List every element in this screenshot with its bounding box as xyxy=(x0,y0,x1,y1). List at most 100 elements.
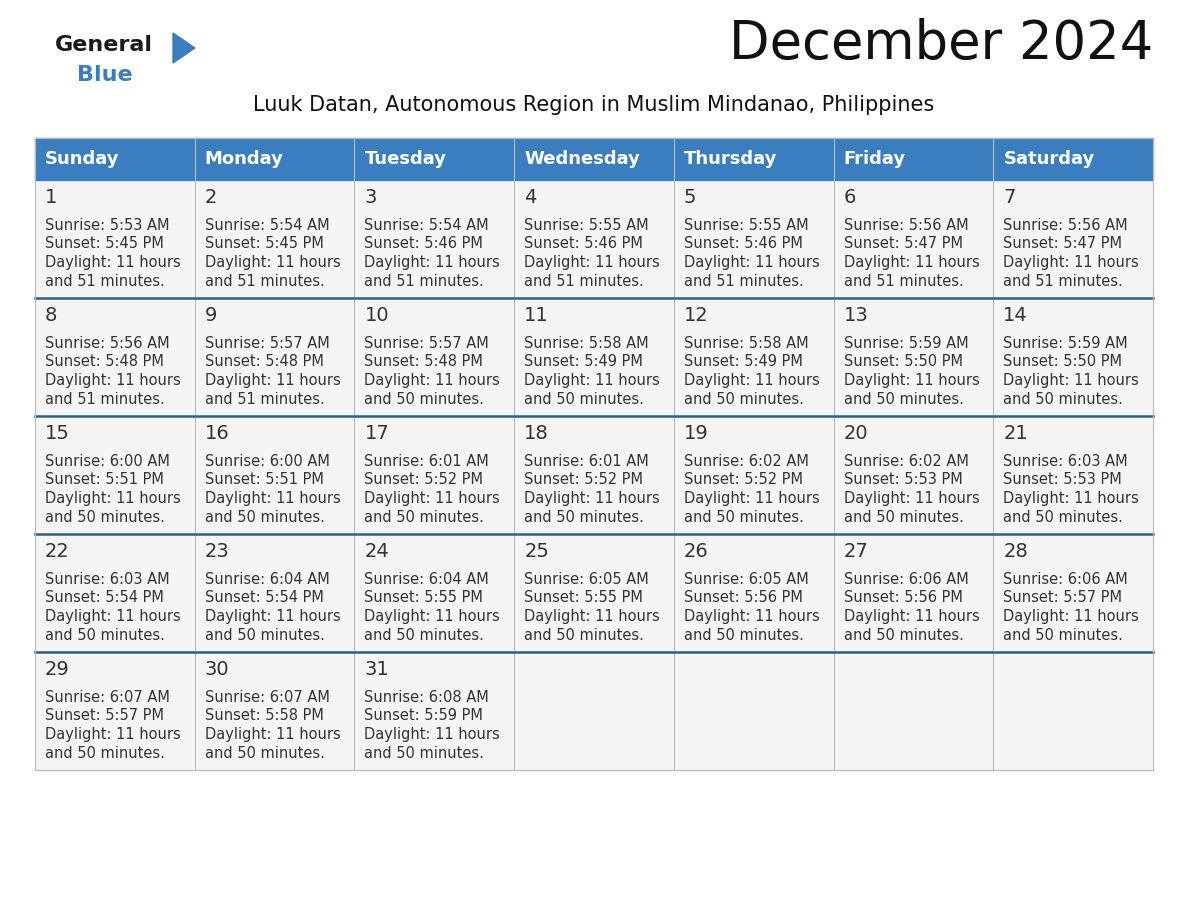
Text: and 50 minutes.: and 50 minutes. xyxy=(365,391,485,407)
Bar xyxy=(34,138,1154,770)
Text: Sunset: 5:55 PM: Sunset: 5:55 PM xyxy=(365,590,484,606)
Text: 1: 1 xyxy=(45,188,57,207)
Text: Sunrise: 5:57 AM: Sunrise: 5:57 AM xyxy=(365,336,489,351)
Text: Daylight: 11 hours: Daylight: 11 hours xyxy=(204,255,341,270)
Text: General: General xyxy=(55,35,153,55)
Text: and 50 minutes.: and 50 minutes. xyxy=(524,391,644,407)
Text: Monday: Monday xyxy=(204,150,284,168)
Text: Daylight: 11 hours: Daylight: 11 hours xyxy=(45,727,181,742)
Text: Daylight: 11 hours: Daylight: 11 hours xyxy=(524,491,659,506)
Text: 26: 26 xyxy=(684,542,708,561)
Text: and 50 minutes.: and 50 minutes. xyxy=(843,628,963,643)
Text: and 50 minutes.: and 50 minutes. xyxy=(204,509,324,524)
Text: and 51 minutes.: and 51 minutes. xyxy=(684,274,803,288)
Bar xyxy=(834,138,993,180)
Text: and 50 minutes.: and 50 minutes. xyxy=(365,509,485,524)
Text: Daylight: 11 hours: Daylight: 11 hours xyxy=(204,727,341,742)
Bar xyxy=(514,138,674,180)
Text: Daylight: 11 hours: Daylight: 11 hours xyxy=(843,609,979,624)
Bar xyxy=(514,652,674,770)
Text: Sunrise: 6:07 AM: Sunrise: 6:07 AM xyxy=(45,690,170,705)
Text: and 50 minutes.: and 50 minutes. xyxy=(684,509,804,524)
Bar xyxy=(34,534,195,652)
Text: 5: 5 xyxy=(684,188,696,207)
Text: 3: 3 xyxy=(365,188,377,207)
Text: and 50 minutes.: and 50 minutes. xyxy=(365,628,485,643)
Text: and 50 minutes.: and 50 minutes. xyxy=(843,391,963,407)
Text: 6: 6 xyxy=(843,188,855,207)
Text: Daylight: 11 hours: Daylight: 11 hours xyxy=(204,491,341,506)
Text: 18: 18 xyxy=(524,424,549,443)
Bar xyxy=(195,180,354,298)
Text: 11: 11 xyxy=(524,306,549,325)
Bar xyxy=(34,298,195,416)
Text: Daylight: 11 hours: Daylight: 11 hours xyxy=(684,491,820,506)
Text: Tuesday: Tuesday xyxy=(365,150,447,168)
Text: Thursday: Thursday xyxy=(684,150,777,168)
Text: 7: 7 xyxy=(1004,188,1016,207)
Text: and 50 minutes.: and 50 minutes. xyxy=(524,628,644,643)
Text: Blue: Blue xyxy=(77,65,133,85)
Bar xyxy=(674,416,834,534)
Bar xyxy=(195,298,354,416)
Text: Sunrise: 6:03 AM: Sunrise: 6:03 AM xyxy=(45,572,170,587)
Text: 28: 28 xyxy=(1004,542,1028,561)
Text: Daylight: 11 hours: Daylight: 11 hours xyxy=(1004,255,1139,270)
Bar xyxy=(354,180,514,298)
Text: 9: 9 xyxy=(204,306,217,325)
Bar xyxy=(34,180,195,298)
Text: Daylight: 11 hours: Daylight: 11 hours xyxy=(524,255,659,270)
Text: Sunset: 5:54 PM: Sunset: 5:54 PM xyxy=(204,590,323,606)
Text: Sunset: 5:55 PM: Sunset: 5:55 PM xyxy=(524,590,643,606)
Text: Sunset: 5:49 PM: Sunset: 5:49 PM xyxy=(524,354,643,370)
Bar xyxy=(514,416,674,534)
Text: and 50 minutes.: and 50 minutes. xyxy=(843,509,963,524)
Text: and 50 minutes.: and 50 minutes. xyxy=(1004,628,1123,643)
Text: Sunrise: 5:59 AM: Sunrise: 5:59 AM xyxy=(843,336,968,351)
Text: Sunrise: 5:56 AM: Sunrise: 5:56 AM xyxy=(1004,218,1127,233)
Text: Sunset: 5:47 PM: Sunset: 5:47 PM xyxy=(843,237,962,252)
Bar xyxy=(354,298,514,416)
Text: Luuk Datan, Autonomous Region in Muslim Mindanao, Philippines: Luuk Datan, Autonomous Region in Muslim … xyxy=(253,95,935,115)
Text: Sunrise: 5:55 AM: Sunrise: 5:55 AM xyxy=(524,218,649,233)
Text: Sunset: 5:59 PM: Sunset: 5:59 PM xyxy=(365,709,484,723)
Bar xyxy=(674,652,834,770)
Text: Sunrise: 6:06 AM: Sunrise: 6:06 AM xyxy=(843,572,968,587)
Text: Sunset: 5:54 PM: Sunset: 5:54 PM xyxy=(45,590,164,606)
Text: Daylight: 11 hours: Daylight: 11 hours xyxy=(365,373,500,388)
Text: 4: 4 xyxy=(524,188,537,207)
Bar xyxy=(195,416,354,534)
Text: 17: 17 xyxy=(365,424,390,443)
Text: Sunrise: 5:56 AM: Sunrise: 5:56 AM xyxy=(843,218,968,233)
Text: Daylight: 11 hours: Daylight: 11 hours xyxy=(843,373,979,388)
Text: Sunset: 5:48 PM: Sunset: 5:48 PM xyxy=(204,354,323,370)
Text: Daylight: 11 hours: Daylight: 11 hours xyxy=(45,373,181,388)
Text: Daylight: 11 hours: Daylight: 11 hours xyxy=(684,609,820,624)
Text: Sunrise: 6:06 AM: Sunrise: 6:06 AM xyxy=(1004,572,1129,587)
Bar xyxy=(514,298,674,416)
Bar xyxy=(993,652,1154,770)
Bar xyxy=(354,138,514,180)
Bar xyxy=(195,534,354,652)
Text: and 51 minutes.: and 51 minutes. xyxy=(45,274,165,288)
Text: Sunrise: 6:08 AM: Sunrise: 6:08 AM xyxy=(365,690,489,705)
Text: Sunset: 5:50 PM: Sunset: 5:50 PM xyxy=(1004,354,1123,370)
Text: Saturday: Saturday xyxy=(1004,150,1094,168)
Text: 8: 8 xyxy=(45,306,57,325)
Text: Sunrise: 5:59 AM: Sunrise: 5:59 AM xyxy=(1004,336,1127,351)
Text: Sunrise: 6:03 AM: Sunrise: 6:03 AM xyxy=(1004,454,1127,469)
Text: Sunset: 5:53 PM: Sunset: 5:53 PM xyxy=(843,473,962,487)
Text: and 51 minutes.: and 51 minutes. xyxy=(524,274,644,288)
Text: Daylight: 11 hours: Daylight: 11 hours xyxy=(365,727,500,742)
Bar xyxy=(514,534,674,652)
Text: and 50 minutes.: and 50 minutes. xyxy=(1004,391,1123,407)
Bar xyxy=(834,416,993,534)
Text: Sunrise: 5:55 AM: Sunrise: 5:55 AM xyxy=(684,218,809,233)
Polygon shape xyxy=(173,33,195,63)
Text: Daylight: 11 hours: Daylight: 11 hours xyxy=(45,255,181,270)
Bar xyxy=(993,298,1154,416)
Text: and 51 minutes.: and 51 minutes. xyxy=(45,391,165,407)
Text: Sunrise: 5:57 AM: Sunrise: 5:57 AM xyxy=(204,336,329,351)
Bar xyxy=(993,416,1154,534)
Text: 21: 21 xyxy=(1004,424,1028,443)
